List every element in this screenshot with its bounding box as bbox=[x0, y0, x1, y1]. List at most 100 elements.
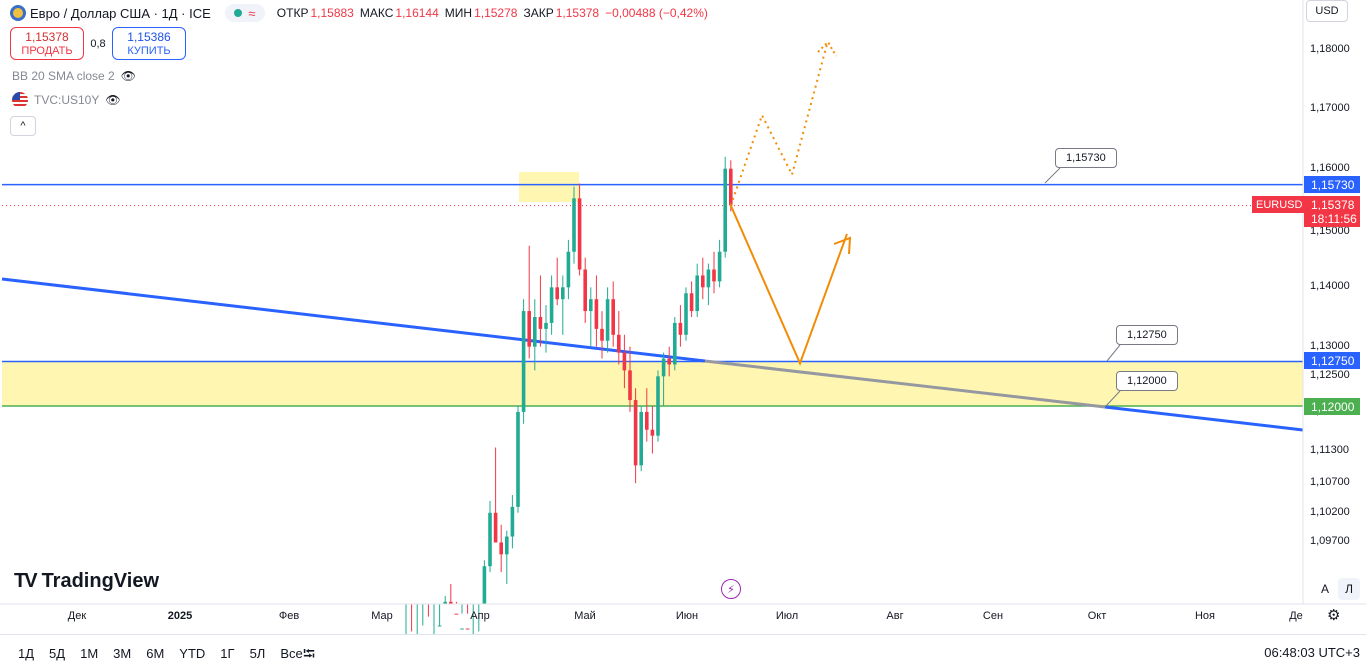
buy-button[interactable]: 1,15386 КУПИТЬ bbox=[112, 27, 186, 60]
candle-body bbox=[617, 334, 621, 353]
time-tick-label: Июн bbox=[675, 610, 699, 622]
time-tick-label: Окт bbox=[1087, 610, 1107, 622]
candle-body bbox=[521, 311, 526, 412]
time-tick-label: Дек bbox=[67, 610, 87, 622]
price-tick-label: 1,17000 bbox=[1310, 102, 1350, 115]
candle-body bbox=[622, 352, 627, 371]
forecast-arrowhead bbox=[833, 236, 852, 255]
eur-usd-flag-icon bbox=[10, 5, 26, 21]
callout-pointer bbox=[1106, 344, 1121, 362]
buy-price: 1,15386 bbox=[127, 29, 171, 44]
eye-crossed-icon[interactable]: 👁︎ bbox=[120, 69, 136, 83]
tradingview-logo[interactable]: TV TradingView bbox=[14, 570, 159, 593]
lightning-icon[interactable]: ⚡︎ bbox=[721, 579, 741, 599]
candle-body bbox=[689, 293, 694, 312]
time-tick-label: Мар bbox=[371, 610, 393, 622]
candle-body bbox=[443, 601, 447, 604]
ohlc-value: 1,15378 bbox=[555, 6, 600, 20]
time-tick-label: 2025 bbox=[167, 610, 193, 622]
candle-body bbox=[589, 299, 593, 312]
range-5y[interactable]: 5Л bbox=[249, 645, 266, 661]
sell-label: ПРОДАТЬ bbox=[21, 44, 73, 57]
candle-body bbox=[701, 275, 705, 288]
chart-canvas[interactable] bbox=[0, 0, 1366, 634]
range-1m[interactable]: 1М bbox=[80, 645, 99, 661]
ohlc-value: 1,16144 bbox=[395, 6, 439, 20]
candle-body bbox=[678, 322, 683, 335]
candle-body bbox=[465, 628, 470, 630]
price-tick-label: 1,13000 bbox=[1310, 339, 1350, 352]
callout-pointer bbox=[1104, 390, 1121, 408]
candle-body bbox=[667, 358, 671, 365]
range-3m[interactable]: 3М bbox=[113, 645, 132, 661]
candle-body bbox=[656, 376, 660, 436]
candle-body bbox=[712, 269, 716, 282]
trendline-gray-segment[interactable] bbox=[704, 359, 1106, 409]
time-tick-label: Фев bbox=[278, 610, 300, 622]
sell-price: 1,15378 bbox=[25, 29, 69, 44]
price-tick-label: 1,09700 bbox=[1310, 535, 1350, 548]
ohlc-value: 1,15883 bbox=[310, 6, 354, 20]
sell-button[interactable]: 1,15378 ПРОДАТЬ bbox=[10, 27, 84, 60]
callout-level-2[interactable]: 1,12750 bbox=[1116, 325, 1178, 345]
forecast-alt-path[interactable] bbox=[729, 43, 828, 206]
price-tag-level-1: 1,15730 bbox=[1304, 176, 1360, 193]
time-tick-label: Авг bbox=[886, 610, 904, 622]
range-1d[interactable]: 1Д bbox=[18, 645, 35, 661]
change-value: −0,00488 (−0,42%) bbox=[605, 6, 708, 20]
ohlc-label: МАКС bbox=[359, 6, 394, 20]
bottom-toolbar: 1Д 5Д 1М 3М 6М YTD 1Г 5Л Все ⭾ 06:48:03 … bbox=[0, 634, 1366, 671]
time-tick-label: Ноя bbox=[1194, 610, 1216, 622]
candle-body bbox=[561, 287, 565, 300]
candle-body bbox=[555, 287, 559, 300]
trendline-blue[interactable] bbox=[1, 277, 706, 363]
clock[interactable]: 06:48:03 UTC+3 bbox=[1264, 645, 1360, 660]
candle-body bbox=[723, 168, 727, 252]
price-tick-label: 1,16000 bbox=[1310, 161, 1350, 174]
currency-label: USD bbox=[1315, 5, 1339, 17]
symbol-title[interactable]: Евро / Доллар США · 1Д · ICE bbox=[30, 5, 211, 21]
status-pill[interactable]: ≈ bbox=[224, 4, 265, 22]
price-tick-label: 1,11300 bbox=[1310, 443, 1349, 456]
collapse-legend-button[interactable]: ^ bbox=[10, 116, 36, 136]
time-tick-label: Де bbox=[1289, 610, 1303, 622]
resistance-highlight bbox=[519, 172, 579, 202]
price-tick-label: 1,18000 bbox=[1310, 43, 1350, 55]
trendline-blue-extension[interactable] bbox=[1104, 405, 1304, 432]
forecast-alt-arrowhead bbox=[817, 40, 837, 57]
candle-body bbox=[499, 542, 503, 555]
currency-button[interactable]: USD bbox=[1306, 0, 1348, 22]
eye-crossed-icon[interactable]: 👁︎ bbox=[105, 93, 121, 107]
candle-body bbox=[729, 168, 733, 206]
indicator-bb[interactable]: BB 20 SMA close 2 👁︎ bbox=[12, 69, 136, 83]
price-tick-label: 1,12500 bbox=[1310, 369, 1350, 382]
range-1y[interactable]: 1Г bbox=[220, 645, 235, 661]
candle-body bbox=[639, 411, 643, 466]
range-ytd[interactable]: YTD bbox=[179, 645, 206, 661]
indicator-us10y[interactable]: TVC:US10Y 👁︎ bbox=[12, 92, 121, 108]
ohlc-label: ОТКР bbox=[276, 6, 309, 20]
price-tick-label: 1,10200 bbox=[1310, 505, 1350, 518]
candle-body bbox=[706, 269, 711, 288]
range-6m[interactable]: 6М bbox=[146, 645, 165, 661]
range-5d[interactable]: 5Д bbox=[49, 645, 66, 661]
range-all[interactable]: Все bbox=[280, 645, 303, 661]
forecast-path[interactable] bbox=[729, 205, 848, 366]
candle-body bbox=[673, 322, 677, 365]
auto-scale-button[interactable]: А bbox=[1320, 582, 1329, 596]
time-tick-label: Апр bbox=[470, 610, 490, 622]
callout-level-1[interactable]: 1,15730 bbox=[1055, 148, 1117, 168]
gear-icon[interactable]: ⚙︎ bbox=[1327, 607, 1341, 624]
indicator-label: TVC:US10Y bbox=[34, 93, 100, 107]
ohlc-value: 1,15278 bbox=[474, 6, 518, 20]
log-scale-button[interactable]: Л bbox=[1338, 578, 1360, 600]
candle-body bbox=[493, 512, 498, 543]
candle-body bbox=[650, 429, 655, 436]
approx-icon: ≈ bbox=[248, 5, 256, 21]
chevron-up-icon: ^ bbox=[20, 120, 26, 132]
symbol-legend: Евро / Доллар США · 1Д · ICE ≈ ОТКР 1,15… bbox=[10, 4, 714, 22]
callout-level-3[interactable]: 1,12000 bbox=[1116, 371, 1178, 391]
callout-pointer bbox=[1044, 167, 1061, 184]
date-range-icon[interactable]: ⭾ bbox=[303, 646, 316, 663]
candle-body bbox=[577, 198, 582, 270]
